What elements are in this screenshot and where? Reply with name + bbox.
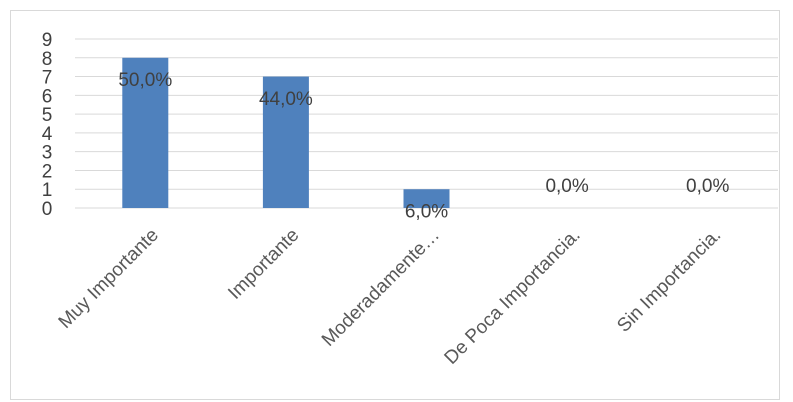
data-label-4: 0,0% — [686, 176, 729, 197]
x-category-label-0: Muy Importante — [55, 225, 163, 333]
y-tick-label-2: 2 — [42, 161, 53, 182]
y-tick-label-7: 7 — [42, 68, 53, 89]
y-tick-label-3: 3 — [42, 143, 53, 164]
y-tick-label-4: 4 — [42, 124, 53, 145]
y-tick-label-0: 0 — [42, 199, 53, 220]
y-tick-label-8: 8 — [42, 49, 53, 70]
data-label-1: 44,0% — [259, 89, 313, 110]
y-tick-label-5: 5 — [42, 105, 53, 126]
x-category-label-1: Importante — [224, 225, 303, 304]
bar-1 — [262, 76, 309, 208]
bar-2 — [403, 189, 450, 208]
data-label-0: 50,0% — [118, 70, 172, 91]
y-tick-label-1: 1 — [42, 180, 53, 201]
y-tick-label-9: 9 — [42, 30, 53, 51]
data-label-3: 0,0% — [545, 176, 588, 197]
x-category-label-4: Sin Importancia. — [613, 225, 725, 337]
data-label-2: 6,0% — [405, 202, 448, 223]
x-category-label-2: Moderadamente… — [318, 225, 444, 351]
y-tick-label-6: 6 — [42, 86, 53, 107]
x-category-label-3: De Poca Importancia. — [441, 225, 585, 369]
bar-0 — [122, 57, 169, 209]
